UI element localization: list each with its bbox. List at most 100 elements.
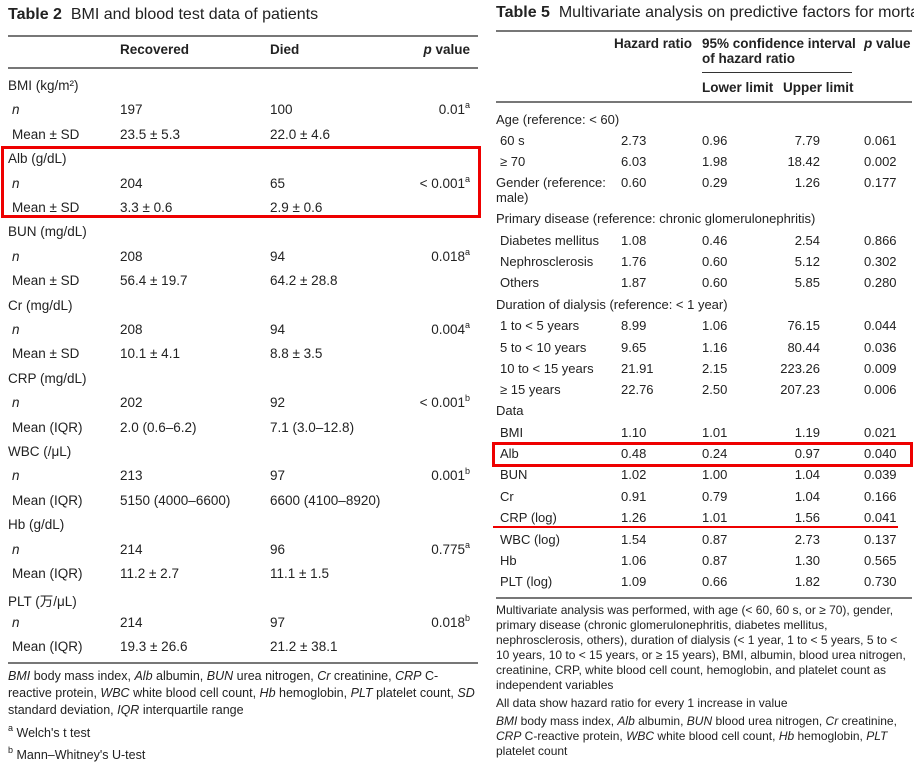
row-label: n	[12, 541, 20, 557]
row-label: n	[12, 175, 20, 191]
hazard-ratio-cell: 1.10	[621, 425, 647, 440]
recovered-cell: 204	[120, 175, 143, 191]
p-value-cell: 0.866	[864, 233, 897, 248]
row-label: PLT (log)	[500, 574, 553, 589]
group-label: Primary disease (reference: chronic glom…	[496, 211, 816, 226]
footnote-a: a Welch's t test	[8, 723, 91, 741]
p-value-cell: 0.039	[864, 467, 897, 482]
p-superscript: a	[464, 246, 470, 257]
group-label: PLT (万/μL)	[8, 594, 77, 610]
lower-limit-cell: 2.15	[702, 361, 728, 376]
upper-limit-cell: 2.54	[794, 233, 820, 248]
p-value-cell: 0.280	[864, 275, 897, 290]
group-label: WBC (/μL)	[8, 444, 72, 459]
died-cell: 65	[270, 175, 286, 191]
p-value-cell: 0.041	[864, 510, 897, 525]
upper-limit-cell: 1.56	[794, 510, 820, 525]
hazard-ratio-cell: 22.76	[621, 382, 654, 397]
row-label-cont: male)	[496, 190, 529, 205]
recovered-cell: 213	[120, 468, 143, 484]
lower-limit-cell: 0.96	[702, 133, 728, 148]
p-value-cell: 0.044	[864, 318, 897, 333]
hazard-ratio-cell: 1.26	[621, 510, 647, 525]
row-label: Diabetes mellitus	[500, 233, 599, 248]
lower-limit-cell: 0.60	[702, 275, 728, 290]
group-label: BMI (kg/m²)	[8, 78, 79, 93]
footnote-b: b Mann–Whitney's U-test	[8, 745, 146, 763]
recovered-cell: 5150 (4000–6600)	[120, 492, 231, 508]
lower-limit-cell: 0.24	[702, 446, 728, 461]
p-value-cell: 0.004a	[431, 321, 470, 338]
row-label: ≥ 70	[500, 154, 526, 169]
lower-limit-cell: 1.00	[702, 467, 728, 482]
group-label: Cr (mg/dL)	[8, 297, 73, 313]
divider	[8, 35, 478, 37]
lower-limit-cell: 0.87	[702, 532, 728, 547]
row-label: Others	[500, 275, 540, 290]
died-cell: 97	[270, 614, 286, 630]
p-value-cell: 0.036	[864, 340, 897, 355]
hazard-ratio-cell: 1.76	[621, 254, 647, 269]
p-value: < 0.001	[419, 395, 465, 411]
p-value: 0.018	[431, 248, 465, 264]
recovered-cell: 3.3 ± 0.6	[120, 200, 173, 215]
p-value-cell: 0.021	[864, 425, 897, 440]
upper-limit-cell: 0.97	[794, 446, 820, 461]
died-cell: 94	[270, 248, 286, 264]
p-value-cell: 0.302	[864, 254, 897, 269]
upper-limit-cell: 1.04	[794, 489, 820, 504]
p-value: 0.018	[431, 614, 465, 630]
table5-note-method: Multivariate analysis was performed, wit…	[496, 603, 906, 692]
header-upper-limit: Upper limit	[783, 80, 854, 95]
hazard-ratio-cell: 21.91	[621, 361, 654, 376]
died-cell: 6600 (4100–8920)	[270, 492, 381, 508]
p-value-cell: 0.061	[864, 133, 897, 148]
p-value-cell: 0.775a	[431, 539, 470, 557]
divider	[702, 72, 852, 73]
row-label: CRP (log)	[500, 510, 557, 525]
table2-title-text: BMI and blood test data of patients	[70, 6, 319, 23]
p-value-cell: 0.001b	[431, 467, 470, 484]
p-value-cell: 0.002	[864, 154, 897, 169]
p-value-cell: 0.006	[864, 382, 897, 397]
died-cell: 96	[270, 541, 286, 557]
died-cell: 11.1 ± 1.5	[270, 566, 329, 581]
p-italic: p	[423, 42, 432, 57]
p-value: < 0.001	[419, 175, 465, 191]
p-value-cell: 0.730	[864, 574, 897, 589]
hazard-ratio-cell: 1.06	[621, 553, 647, 568]
upper-limit-cell: 1.19	[794, 425, 820, 440]
p-value-cell: < 0.001b	[419, 393, 470, 411]
table5-label: Table 5	[496, 4, 550, 21]
row-label: n	[12, 395, 20, 411]
p-value-cell: 0.166	[864, 489, 897, 504]
footnote-a-text: Welch's t test	[16, 726, 91, 740]
died-cell: 94	[270, 322, 286, 337]
p-superscript: b	[464, 612, 470, 623]
recovered-cell: 202	[120, 395, 143, 411]
row-label: Cr	[500, 489, 514, 504]
upper-limit-cell: 7.79	[794, 133, 820, 148]
p-value: 0.004	[431, 322, 465, 337]
row-label: BMI	[500, 425, 524, 440]
p-value: 0.001	[431, 468, 465, 484]
highlight-box-alb	[492, 442, 913, 467]
p-superscript: a	[464, 539, 470, 550]
divider	[8, 662, 478, 664]
hazard-ratio-cell: 1.08	[621, 233, 647, 248]
upper-limit-cell: 223.26	[780, 361, 820, 376]
died-cell: 2.9 ± 0.6	[270, 200, 323, 215]
row-label: Mean (IQR)	[12, 492, 83, 508]
row-label: Mean ± SD	[12, 273, 80, 289]
p-superscript: b	[464, 393, 470, 404]
p-value-cell: 0.018b	[431, 612, 470, 630]
lower-limit-cell: 0.87	[702, 553, 728, 568]
footnote-b-text: Mann–Whitney's U-test	[16, 748, 146, 762]
p-label: value	[435, 42, 470, 57]
p-value-cell: < 0.001a	[419, 174, 470, 191]
row-label: 60 s	[500, 133, 525, 148]
died-cell: 21.2 ± 38.1	[270, 639, 338, 655]
p-value-cell: 0.009	[864, 361, 897, 376]
p-value-cell: 0.137	[864, 532, 897, 547]
hazard-ratio-cell: 9.65	[621, 340, 647, 355]
